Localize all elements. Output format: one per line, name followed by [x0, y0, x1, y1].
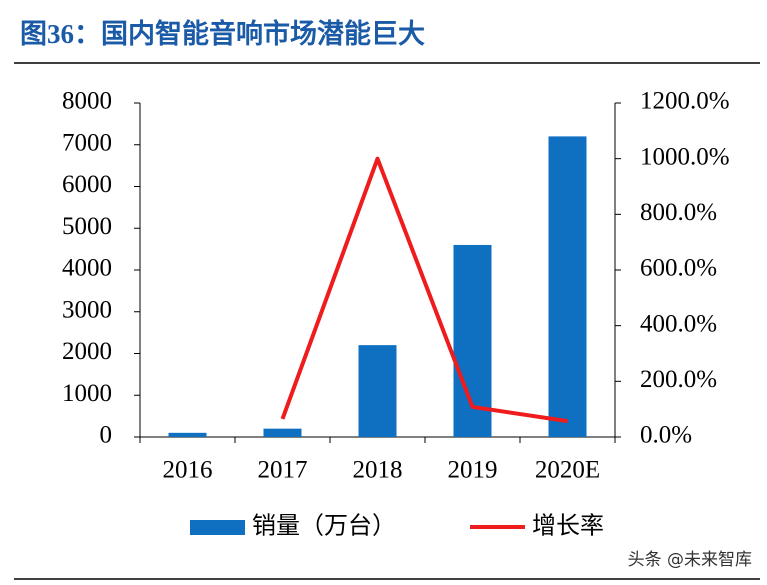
y-tick-label: 8000	[62, 88, 112, 115]
x-tick-label: 2018	[353, 457, 403, 484]
legend-swatch	[190, 520, 245, 535]
x-tick-label: 2017	[258, 457, 308, 484]
x-tick-label: 2019	[448, 457, 498, 484]
y2-tick-label: 800.0%	[640, 199, 717, 226]
y-tick-label: 1000	[62, 380, 112, 407]
y2-tick-label: 600.0%	[640, 255, 717, 282]
y-tick-label: 5000	[62, 213, 112, 240]
y-tick-label: 2000	[62, 338, 112, 365]
line	[280, 156, 568, 424]
bar	[358, 345, 397, 437]
bar	[168, 432, 207, 437]
y-tick-label: 6000	[62, 171, 112, 198]
y-tick-label: 3000	[62, 296, 112, 323]
bar	[263, 428, 302, 437]
y-tick-label: 7000	[62, 129, 112, 156]
y2-tick-label: 0.0%	[640, 422, 692, 449]
y-tick-label: 4000	[62, 255, 112, 282]
legend-label: 增长率	[532, 513, 604, 540]
y2-tick-label: 200.0%	[640, 366, 717, 393]
y2-tick-label: 1000.0%	[640, 143, 730, 170]
bar	[548, 136, 587, 437]
y2-tick-label: 400.0%	[640, 310, 717, 337]
x-tick-label: 2016	[163, 457, 213, 484]
y2-tick-label: 1200.0%	[640, 88, 730, 115]
watermark: 头条 @未来智库	[628, 550, 752, 570]
chart-title: 图36：国内智能音响市场潜能巨大	[20, 18, 425, 49]
legend-label: 销量（万台）	[252, 513, 396, 540]
y-tick-label: 0	[100, 422, 113, 449]
x-tick-label: 2020E	[535, 457, 600, 484]
